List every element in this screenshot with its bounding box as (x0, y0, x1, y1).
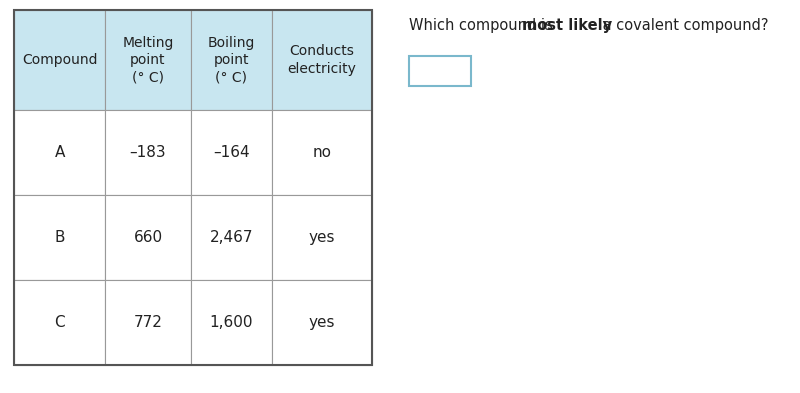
Bar (272, 280, 372, 365)
Text: –164: –164 (213, 145, 250, 160)
Bar (272, 10, 372, 110)
Bar (191, 280, 272, 365)
Text: 2,467: 2,467 (210, 230, 254, 245)
Text: yes: yes (309, 230, 335, 245)
Text: 660: 660 (134, 230, 162, 245)
Bar (105, 10, 191, 110)
Text: A: A (54, 145, 65, 160)
Bar (409, 56, 470, 86)
Text: B: B (54, 230, 65, 245)
Bar (105, 195, 191, 280)
Bar (272, 195, 372, 280)
Text: Compound: Compound (22, 53, 98, 67)
Bar (105, 280, 191, 365)
Bar (191, 195, 272, 280)
Text: 1,600: 1,600 (210, 315, 254, 330)
Text: Boiling
point
(° C): Boiling point (° C) (208, 36, 255, 84)
Bar (272, 110, 372, 195)
Text: –183: –183 (130, 145, 166, 160)
Bar (14, 10, 105, 110)
Text: most likely: most likely (522, 18, 612, 33)
Bar (14, 110, 105, 195)
Bar (191, 10, 272, 110)
Bar (191, 110, 272, 195)
Text: a covalent compound?: a covalent compound? (598, 18, 769, 33)
Text: Conducts
electricity: Conducts electricity (288, 44, 357, 75)
Bar (14, 10, 372, 365)
Text: 772: 772 (134, 315, 162, 330)
Bar (14, 195, 105, 280)
Text: Melting
point
(° C): Melting point (° C) (122, 36, 174, 84)
Text: Which compound is: Which compound is (409, 18, 557, 33)
Text: no: no (313, 145, 332, 160)
Bar (14, 280, 105, 365)
Text: C: C (54, 315, 65, 330)
Bar (105, 110, 191, 195)
Text: yes: yes (309, 315, 335, 330)
